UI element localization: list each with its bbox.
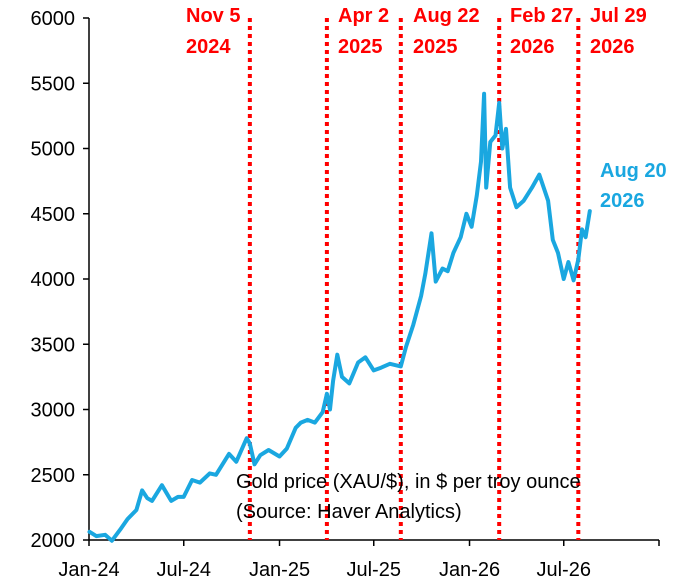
x-tick-label: Jan-25 xyxy=(249,559,310,581)
event-label-line-1: Nov 5 xyxy=(186,5,240,27)
y-tick-label: 2000 xyxy=(31,530,76,552)
y-tick-label: 3000 xyxy=(31,400,76,422)
x-tick-label: Jul-26 xyxy=(536,559,590,581)
event-label-line-1: Jul 29 xyxy=(590,5,647,27)
y-tick-label: 3500 xyxy=(31,334,76,356)
series-layer xyxy=(87,91,592,543)
y-tick-label: 5500 xyxy=(31,73,76,95)
y-tick-label: 4000 xyxy=(31,269,76,291)
y-tick-label: 6000 xyxy=(31,8,76,30)
event-lines: Nov 5 2024 Apr 2 2025 Aug 22 2025 Feb 27 2026 Ju… xyxy=(186,5,647,540)
x-tick-label: Jan-26 xyxy=(439,559,500,581)
event-label-line-2: 2025 xyxy=(338,36,383,58)
y-axis: 2000 2500 3000 3500 4000 4500 5000 5500 6000 xyxy=(31,8,90,552)
annotation-line-2: (Source: Haver Analytics) xyxy=(236,501,462,523)
y-tick-label: 4500 xyxy=(31,204,76,226)
annotation: Gold price (XAU/$), in $ per troy ounce … xyxy=(236,471,581,523)
y-tick-label: 2500 xyxy=(31,465,76,487)
gold-price-line xyxy=(87,91,592,543)
event-label-line-1: Feb 27 xyxy=(510,5,573,27)
event-label-line-2: 2026 xyxy=(510,36,555,58)
x-tick-label: Jul-25 xyxy=(346,559,400,581)
event-label-line-1: Apr 2 xyxy=(338,5,389,27)
last-label-line-2: 2026 xyxy=(600,190,645,212)
event-label-line-2: 2025 xyxy=(413,36,458,58)
last-value-label: Aug 20 2026 xyxy=(600,160,667,212)
last-label-line-1: Aug 20 xyxy=(600,160,667,182)
event-label-line-1: Aug 22 xyxy=(413,5,480,27)
event-label-line-2: 2024 xyxy=(186,36,231,58)
x-tick-label: Jan-24 xyxy=(58,559,119,581)
x-tick-label: Jul-24 xyxy=(156,559,210,581)
x-axis: Jan-24 Jul-24 Jan-25 Jul-25 Jan-26 Jul-26 xyxy=(58,539,660,581)
y-tick-label: 5000 xyxy=(31,139,76,161)
annotation-line-1: Gold price (XAU/$), in $ per troy ounce xyxy=(236,471,581,493)
event-label-line-2: 2026 xyxy=(590,36,635,58)
